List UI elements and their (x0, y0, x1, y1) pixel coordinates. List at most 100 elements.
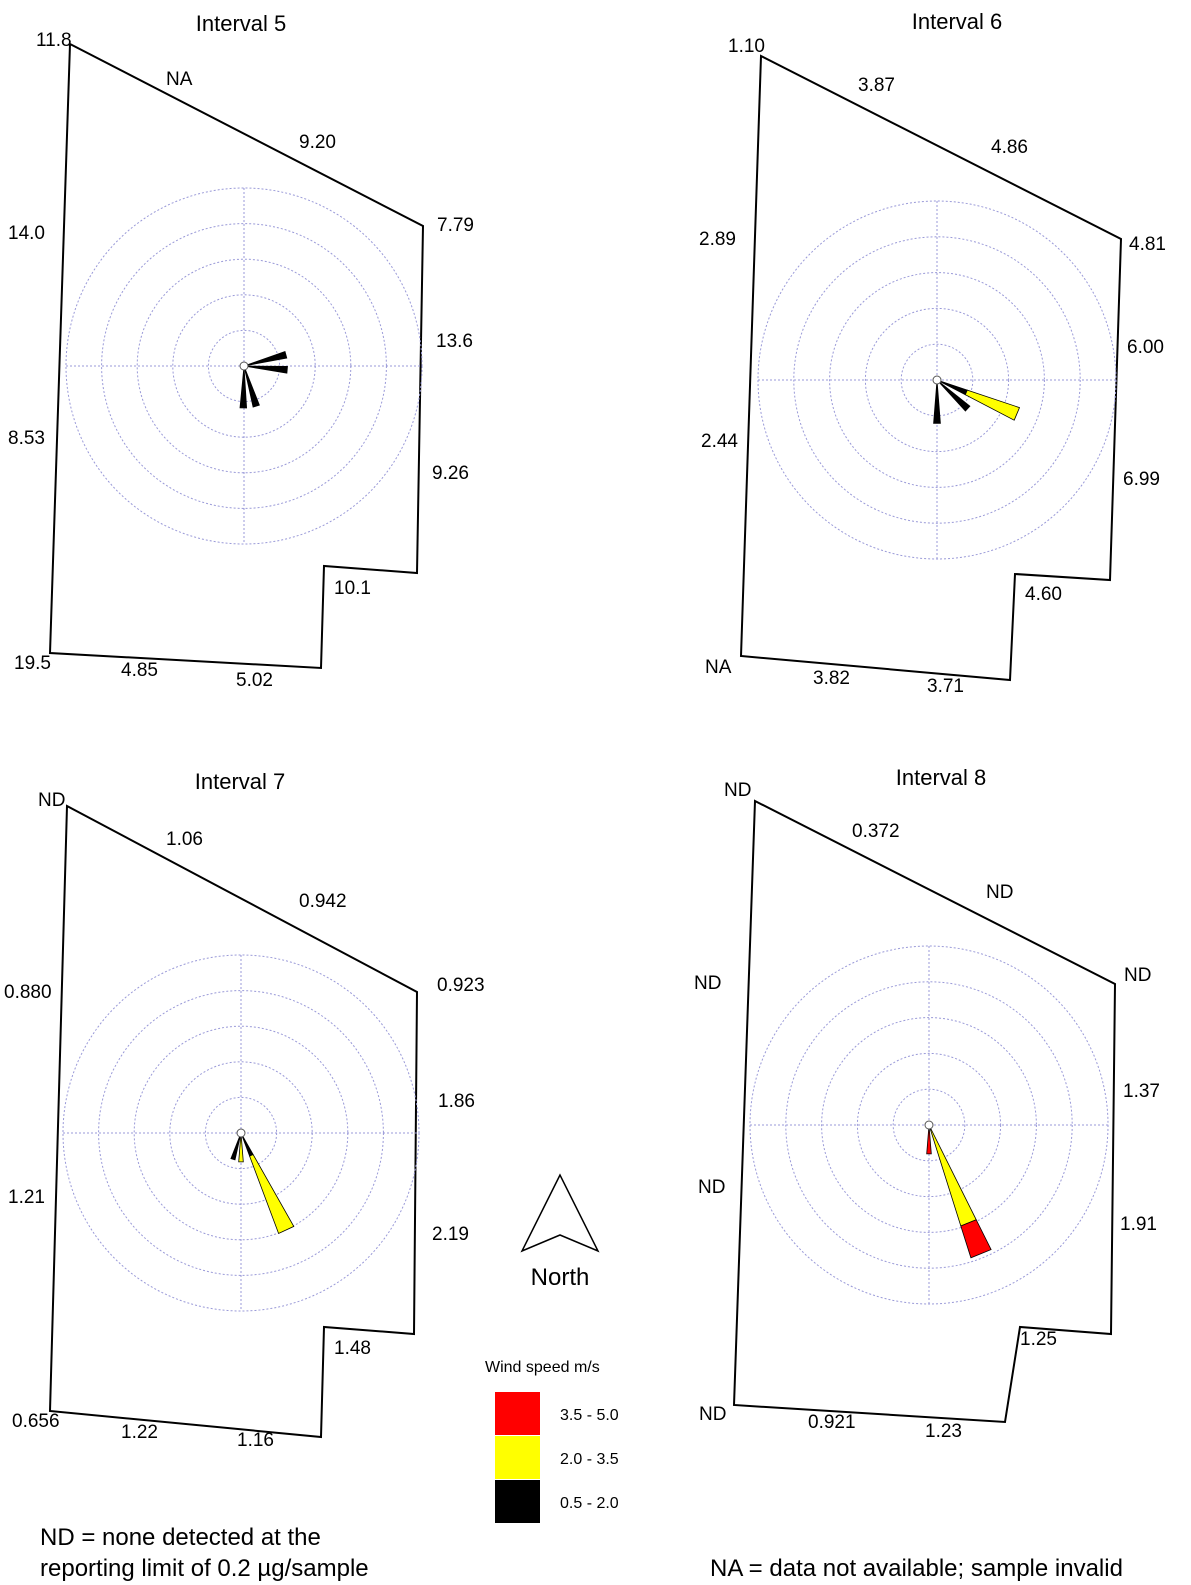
sample-value: 1.48 (334, 1338, 371, 1359)
panel-interval-5: Interval 5 11.8 NA 9.20 7.79 14.0 13.6 8… (8, 11, 474, 691)
north-arrow: North (520, 1173, 600, 1291)
sample-value: 1.22 (121, 1422, 158, 1443)
sample-value: 9.26 (432, 463, 469, 484)
sample-value: 14.0 (8, 223, 45, 244)
sample-value: 4.81 (1129, 234, 1166, 255)
rose-center (239, 361, 249, 371)
panel-title: Interval 7 (195, 769, 286, 794)
sample-value: ND (38, 790, 65, 811)
rose-grid (749, 945, 1109, 1305)
wind-rose-petals (230, 1132, 295, 1235)
wind-petal-low (933, 379, 941, 424)
north-label: North (531, 1264, 590, 1291)
wind-petal-high (926, 1124, 932, 1155)
sample-value: 0.372 (852, 821, 900, 842)
wind-petal-high (960, 1219, 992, 1259)
rose-center (236, 1128, 246, 1138)
rose-grid (757, 200, 1117, 560)
sample-value: 1.21 (8, 1187, 45, 1208)
sample-value: 2.19 (432, 1224, 469, 1245)
wind-petal-mid (964, 389, 1021, 421)
wind-petal-mid (249, 1153, 295, 1235)
sample-value: 0.921 (808, 1412, 856, 1433)
sample-value: 5.02 (236, 670, 273, 691)
panel-title: Interval 6 (912, 9, 1003, 34)
sample-value: 1.25 (1020, 1329, 1057, 1350)
sample-value: 11.8 (36, 30, 72, 51)
panel-title: Interval 8 (896, 765, 987, 790)
sample-value: ND (1124, 965, 1151, 986)
site-boundary (732, 799, 1117, 1424)
legend-label-high: 3.5 - 5.0 (560, 1407, 619, 1424)
sample-value: ND (694, 973, 721, 994)
site-boundary (48, 804, 419, 1439)
legend-label-low: 0.5 - 2.0 (560, 1495, 619, 1512)
sample-value: 19.5 (14, 653, 51, 674)
sample-value: 1.23 (925, 1421, 962, 1442)
panel-title: Interval 5 (196, 11, 287, 36)
sample-value: 13.6 (436, 331, 473, 352)
sample-value: 1.86 (438, 1091, 475, 1112)
wind-rose-petals (239, 350, 288, 409)
wind-petal-low (230, 1132, 242, 1161)
sample-value: 6.00 (1127, 337, 1164, 358)
wind-rose-petals (933, 379, 1021, 424)
sample-labels: ND 0.372 ND ND ND 1.37 ND 1.91 1.25 ND 0… (694, 780, 1160, 1442)
sample-value: ND (699, 1404, 726, 1425)
sample-value: ND (698, 1177, 725, 1198)
sample-value: 0.923 (437, 975, 485, 996)
sample-value: 1.06 (166, 829, 203, 850)
sample-value: 10.1 (334, 578, 371, 599)
na-footnote: NA = data not available; sample invalid (710, 1555, 1123, 1582)
legend-swatch-high (495, 1392, 540, 1435)
wind-petal-low (243, 365, 288, 374)
sample-labels: 1.10 3.87 4.86 4.81 2.89 6.00 2.44 6.99 … (699, 36, 1166, 697)
wind-petal-low (936, 379, 971, 412)
sample-value: 1.37 (1123, 1081, 1160, 1102)
sample-value: 4.85 (121, 660, 158, 681)
sample-value: 4.60 (1025, 584, 1062, 605)
site-boundary (739, 54, 1123, 682)
sample-value: 2.44 (701, 431, 738, 452)
legend-swatch-mid (495, 1436, 540, 1479)
sample-value: 9.20 (299, 132, 336, 153)
panel-interval-7: Interval 7 ND 1.06 0.942 0.923 0.880 1.8… (4, 769, 485, 1451)
legend-swatch-low (495, 1480, 540, 1523)
sample-value: 1.91 (1120, 1214, 1157, 1235)
sample-value: 1.16 (237, 1430, 274, 1451)
panel-interval-8: Interval 8 ND 0.372 ND ND ND 1.37 ND 1.9… (694, 765, 1160, 1442)
legend-label-mid: 2.0 - 3.5 (560, 1451, 619, 1468)
sample-value: ND (986, 882, 1013, 903)
sample-value: 1.10 (728, 36, 765, 57)
panel-interval-6: Interval 6 1.10 3.87 4.86 4.81 2.89 6.00… (699, 9, 1166, 697)
wind-rose-petals (926, 1124, 992, 1259)
footnotes: ND = none detected at the reporting limi… (40, 1524, 1123, 1582)
sample-value: 4.86 (991, 137, 1028, 158)
site-boundary (48, 42, 425, 670)
legend-title: Wind speed m/s (485, 1359, 600, 1376)
rose-center (924, 1120, 934, 1130)
sample-value: NA (705, 657, 732, 678)
wind-speed-legend: Wind speed m/s 3.5 - 5.0 2.0 - 3.5 0.5 -… (485, 1359, 619, 1523)
sample-value: ND (724, 780, 751, 801)
sample-value: 8.53 (8, 428, 45, 449)
wind-petal-low (239, 365, 248, 409)
sample-value: 0.942 (299, 891, 347, 912)
sample-value: 2.89 (699, 229, 736, 250)
sample-value: 3.87 (858, 75, 895, 96)
sample-value: 7.79 (437, 215, 474, 236)
wind-petal-low (243, 365, 260, 408)
nd-footnote-line-2: reporting limit of 0.2 µg/sample (40, 1555, 369, 1582)
rose-center (932, 375, 942, 385)
sample-value: 0.880 (4, 982, 52, 1003)
sample-value: 3.71 (927, 676, 964, 697)
wind-petal-mid (238, 1132, 244, 1163)
sample-value: NA (166, 69, 193, 90)
sample-value: 3.82 (813, 668, 850, 689)
wind-petal-low (243, 350, 288, 367)
north-arrow-icon (520, 1173, 600, 1253)
nd-footnote-line-1: ND = none detected at the (40, 1524, 321, 1551)
sample-value: 6.99 (1123, 469, 1160, 490)
sample-labels: 11.8 NA 9.20 7.79 14.0 13.6 8.53 9.26 10… (8, 30, 474, 691)
